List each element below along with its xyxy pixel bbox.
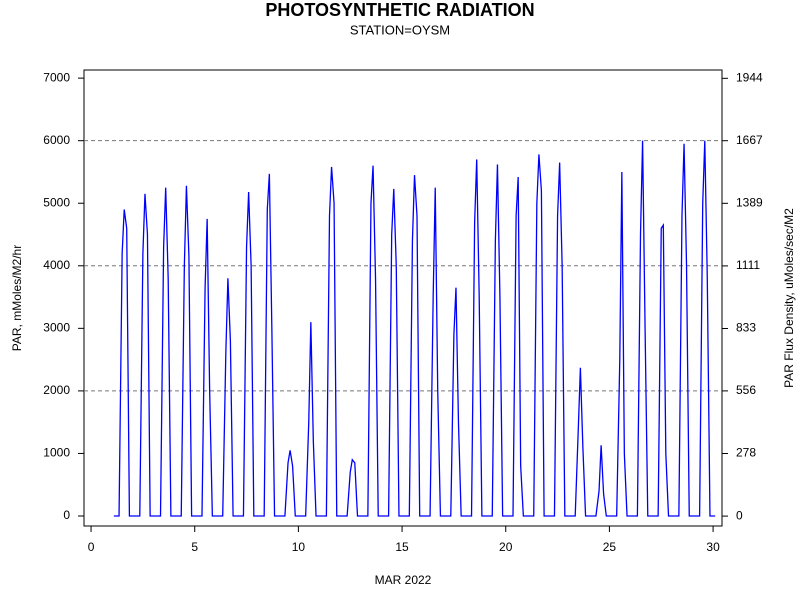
chart-title: PHOTOSYNTHETIC RADIATION (265, 0, 534, 20)
x-tick-label: 20 (499, 540, 513, 554)
y-axis-label: PAR, mMoles/M2/hr (10, 245, 24, 351)
y-tick-label: 3000 (43, 321, 70, 335)
chart-subtitle: STATION=OYSM (350, 22, 450, 37)
y-tick-label: 6000 (43, 133, 70, 147)
y2-tick-label: 1389 (736, 195, 763, 209)
x-tick-label: 25 (603, 540, 617, 554)
y-tick-label: 2000 (43, 383, 70, 397)
y2-tick-label: 833 (736, 321, 756, 335)
y2-axis-label: PAR Flux Density, uMoles/sec/M2 (782, 208, 796, 388)
y2-tick-label: 556 (736, 383, 756, 397)
x-tick-label: 15 (395, 540, 409, 554)
plot-frame (83, 69, 723, 527)
y2-tick-label: 278 (736, 446, 756, 460)
x-tick-label: 5 (191, 540, 198, 554)
x-tick-label: 30 (706, 540, 720, 554)
x-axis-label: MAR 2022 (375, 573, 432, 587)
y-tick-label: 1000 (43, 446, 70, 460)
y2-tick-label: 1944 (736, 71, 763, 85)
y2-tick-label: 0 (736, 508, 743, 522)
x-tick-label: 10 (292, 540, 306, 554)
y-tick-label: 4000 (43, 258, 70, 272)
y2-tick-label: 1667 (736, 133, 763, 147)
y-tick-label: 0 (63, 508, 70, 522)
y-tick-label: 7000 (43, 70, 70, 84)
x-tick-label: 0 (88, 540, 95, 554)
y2-tick-label: 1111 (736, 258, 760, 272)
y-tick-label: 5000 (43, 195, 70, 209)
data-line (113, 140, 716, 517)
